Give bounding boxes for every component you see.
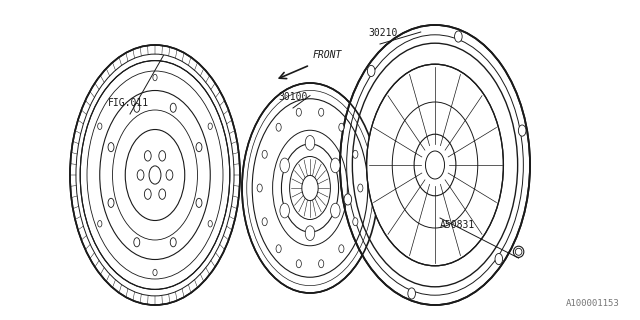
Ellipse shape xyxy=(145,151,151,161)
Ellipse shape xyxy=(108,198,114,207)
Text: FIG.011: FIG.011 xyxy=(108,98,149,108)
Ellipse shape xyxy=(170,238,176,247)
Ellipse shape xyxy=(358,184,363,192)
Ellipse shape xyxy=(319,108,324,116)
Ellipse shape xyxy=(280,158,289,173)
Text: A100001153: A100001153 xyxy=(566,299,620,308)
Ellipse shape xyxy=(280,203,289,218)
Ellipse shape xyxy=(276,245,281,253)
Ellipse shape xyxy=(134,103,140,112)
Ellipse shape xyxy=(454,31,462,42)
Ellipse shape xyxy=(331,203,340,218)
Ellipse shape xyxy=(296,260,301,268)
Ellipse shape xyxy=(134,238,140,247)
Text: FRONT: FRONT xyxy=(313,50,342,60)
Ellipse shape xyxy=(262,218,268,226)
Ellipse shape xyxy=(302,175,318,201)
Ellipse shape xyxy=(137,170,144,180)
Ellipse shape xyxy=(153,74,157,81)
Text: A50831: A50831 xyxy=(440,220,476,230)
Ellipse shape xyxy=(353,150,358,158)
Ellipse shape xyxy=(166,170,173,180)
Ellipse shape xyxy=(339,245,344,253)
Ellipse shape xyxy=(208,123,212,130)
Ellipse shape xyxy=(495,253,502,265)
Ellipse shape xyxy=(408,288,415,299)
Ellipse shape xyxy=(340,25,530,305)
Ellipse shape xyxy=(344,194,351,205)
Ellipse shape xyxy=(196,143,202,152)
Ellipse shape xyxy=(305,226,315,241)
Ellipse shape xyxy=(145,189,151,199)
Ellipse shape xyxy=(159,151,166,161)
Ellipse shape xyxy=(208,220,212,227)
Ellipse shape xyxy=(70,45,240,305)
Ellipse shape xyxy=(513,246,524,257)
Ellipse shape xyxy=(170,103,176,112)
Ellipse shape xyxy=(80,60,230,289)
Ellipse shape xyxy=(98,123,102,130)
Ellipse shape xyxy=(319,260,324,268)
Ellipse shape xyxy=(367,65,375,76)
Ellipse shape xyxy=(339,123,344,131)
Ellipse shape xyxy=(331,158,340,173)
Ellipse shape xyxy=(305,135,315,150)
Ellipse shape xyxy=(296,108,301,116)
Ellipse shape xyxy=(257,184,262,192)
Ellipse shape xyxy=(353,218,358,226)
Ellipse shape xyxy=(159,189,166,199)
Ellipse shape xyxy=(367,64,504,266)
Text: 30100: 30100 xyxy=(278,92,307,102)
Ellipse shape xyxy=(276,123,281,131)
Ellipse shape xyxy=(153,269,157,276)
Text: 30210: 30210 xyxy=(368,28,397,38)
Ellipse shape xyxy=(242,83,378,293)
Ellipse shape xyxy=(518,125,526,136)
Ellipse shape xyxy=(196,198,202,207)
Ellipse shape xyxy=(108,143,114,152)
Ellipse shape xyxy=(262,150,268,158)
Ellipse shape xyxy=(98,220,102,227)
